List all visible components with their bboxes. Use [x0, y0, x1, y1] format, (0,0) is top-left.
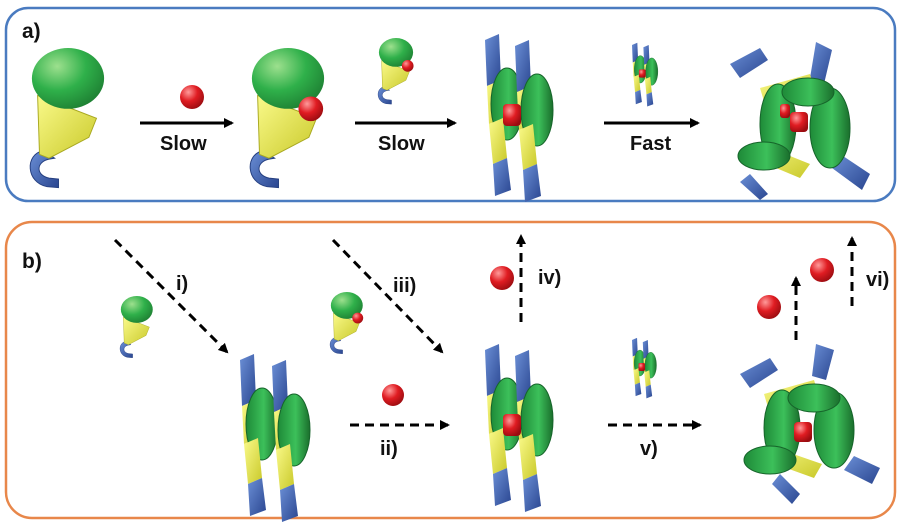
small-dimer-v-icon	[631, 337, 657, 399]
small-dimer-icon	[631, 42, 659, 107]
metal-ion-ii-icon	[382, 384, 404, 406]
ligand-metal-complex-icon	[249, 47, 325, 189]
panel-b-label: b)	[22, 250, 42, 273]
step-label-iv: iv)	[538, 267, 561, 289]
step-label-fast: Fast	[630, 133, 671, 155]
released-metal-ion-iv-icon	[490, 266, 514, 290]
trimer-icon	[730, 42, 870, 200]
ligand-monomer-icon	[29, 47, 105, 189]
trimer-b-icon	[740, 344, 880, 504]
step-label-vi: vi)	[866, 269, 889, 291]
small-ligand-metal-icon	[377, 37, 414, 105]
step-label-iii: iii)	[393, 275, 416, 297]
step-label-slow-1: Slow	[160, 133, 207, 155]
dimer-icon	[484, 33, 554, 203]
released-metal-ion-vi-1-icon	[757, 295, 781, 319]
step-label-slow-2: Slow	[378, 133, 425, 155]
ligand-metal-small-icon	[329, 291, 364, 354]
arrow-step-i	[113, 238, 229, 354]
dimer-metal-icon	[484, 343, 554, 513]
step-label-v: v)	[640, 438, 658, 460]
panel-a-border	[4, 6, 897, 203]
ligand-monomer-small-icon	[119, 295, 153, 358]
panel-a-label: a)	[22, 20, 41, 43]
step-label-i: i)	[176, 273, 188, 295]
metal-ion-icon	[180, 85, 204, 109]
arrow-step-iii	[331, 238, 444, 354]
panel-b-border	[4, 220, 897, 520]
released-metal-ion-vi-2-icon	[810, 258, 834, 282]
step-label-ii: ii)	[380, 438, 398, 460]
metal-free-dimer-icon	[239, 353, 311, 523]
